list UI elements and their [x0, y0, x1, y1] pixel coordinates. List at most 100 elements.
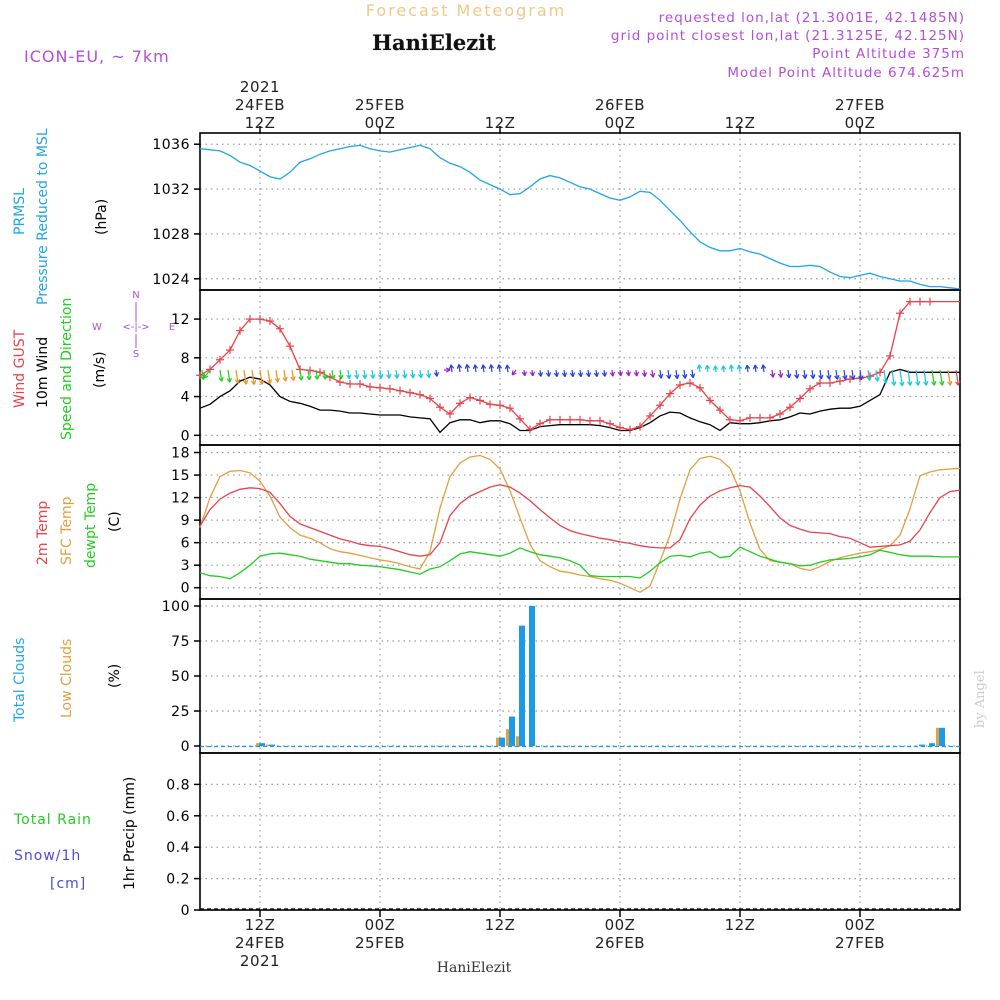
wind-direction-arrow	[203, 369, 211, 379]
temp-sfc-label: SFC Temp	[59, 496, 75, 565]
gust-marker	[526, 425, 534, 434]
wind-direction-arrow	[720, 365, 727, 373]
y-tick-label: 0.6	[166, 809, 190, 825]
compass-w: W	[92, 322, 102, 333]
wind-direction-arrow	[537, 369, 544, 377]
y-tick-label: 0.4	[166, 840, 190, 856]
gust-marker	[786, 403, 794, 412]
wind-direction-arrow	[736, 364, 743, 373]
wind-direction-arrow	[842, 369, 848, 380]
gust-marker	[356, 379, 364, 388]
pressure-label-long: Pressure Reduced to MSL	[35, 128, 51, 305]
temp-unit: (C)	[107, 511, 123, 532]
gust-marker	[806, 384, 814, 393]
compass-s: S	[133, 349, 139, 360]
total-clouds-label: Total Clouds	[12, 638, 28, 723]
y-tick-label: 100	[162, 599, 190, 615]
gust-marker	[506, 404, 514, 413]
gust-marker	[836, 377, 844, 386]
y-tick-label: 3	[181, 558, 190, 574]
compass-n: N	[132, 290, 139, 301]
rain-label: Total Rain	[13, 812, 92, 828]
wind-direction-arrow	[504, 364, 511, 373]
wind-direction-arrow	[777, 369, 784, 378]
wind-direction-arrow	[810, 369, 816, 379]
wind-direction-arrow	[258, 369, 265, 385]
total-cloud-bar	[519, 625, 525, 746]
footer-location: HaniElezit	[437, 960, 512, 976]
gust-marker	[556, 415, 564, 424]
gust-marker	[336, 378, 344, 387]
wind-direction-arrow	[314, 369, 320, 380]
clouds-panel: 0 25 50 75 100	[162, 598, 961, 755]
requested-coords: requested lon,lat (21.3001E, 42.1485N)	[659, 10, 965, 26]
total-cloud-bar	[939, 727, 945, 746]
wind-direction-arrow	[617, 369, 623, 377]
gust-marker	[736, 416, 744, 425]
low-cloud-bar	[256, 743, 259, 746]
gust-marker	[446, 410, 454, 418]
gust-marker	[236, 326, 244, 335]
point-altitude: Point Altitude 375m	[812, 46, 965, 62]
gust-marker	[396, 386, 404, 395]
gust-marker	[486, 400, 494, 409]
wind-direction-arrow	[802, 369, 808, 379]
gust-marker	[386, 384, 394, 393]
gust-marker	[306, 366, 314, 375]
wind-10m-label: 10m Wind	[35, 337, 51, 408]
total-cloud-bar	[259, 743, 265, 746]
wind-speed-line	[199, 368, 960, 434]
y-tick-label: 4	[181, 390, 190, 406]
top-time-label: 24FEB	[235, 96, 285, 114]
gust-marker	[566, 415, 574, 424]
total-cloud-bar	[499, 737, 505, 746]
wind-direction-arrow	[931, 369, 937, 386]
compass-e: E	[169, 322, 175, 333]
clouds-unit: (%)	[107, 664, 123, 688]
wind-direction-arrow	[704, 364, 711, 373]
gust-marker	[746, 413, 754, 422]
gust-marker	[536, 419, 544, 428]
wind-unit: (m/s)	[92, 351, 108, 388]
gust-marker	[286, 342, 294, 351]
y-tick-label: 50	[171, 669, 190, 685]
wind-dir-label: Speed and Direction	[59, 298, 75, 440]
wind-direction-arrow	[585, 369, 592, 378]
wind-direction-arrow	[907, 369, 913, 386]
gust-marker	[546, 415, 554, 424]
gust-marker	[666, 389, 674, 398]
wind-direction-arrow	[850, 369, 856, 380]
bottom-time-label: 12Z	[725, 916, 756, 934]
gust-marker	[876, 368, 884, 377]
top-time-label: 00Z	[605, 114, 636, 132]
gust-marker	[926, 297, 934, 306]
gust-marker	[896, 309, 904, 318]
wind-direction-arrow	[826, 369, 832, 380]
gust-marker	[816, 379, 824, 387]
wind-direction-arrow	[282, 369, 288, 382]
wind-direction-arrow	[545, 369, 552, 377]
wind-direction-arrow	[696, 364, 703, 373]
wind-direction-arrow	[939, 369, 945, 386]
wind-direction-arrow	[521, 369, 527, 377]
gust-marker	[646, 411, 654, 420]
top-time-label: 12Z	[485, 114, 516, 132]
temperature-panel: 0 3 6 9 12 15 18	[171, 444, 961, 600]
wind-direction-arrow	[689, 369, 696, 379]
bottom-time-label: 24FEB	[235, 934, 285, 952]
wind-direction-arrow	[874, 369, 880, 382]
wind-direction-arrow	[378, 369, 384, 379]
wind-direction-arrow	[464, 364, 471, 373]
wind-direction-arrow	[322, 369, 328, 380]
wind-direction-arrow	[633, 369, 640, 377]
gust-marker	[616, 423, 624, 432]
gust-marker	[376, 383, 384, 392]
total-cloud-bar	[529, 606, 535, 746]
wind-direction-arrow	[448, 364, 455, 373]
y-tick-label: 1032	[152, 182, 190, 198]
gust-marker	[906, 297, 914, 306]
wind-direction-arrow	[553, 369, 560, 378]
wind-direction-arrow	[882, 369, 889, 384]
pressure-panel: 1024 1028 1032 1036	[152, 132, 961, 291]
